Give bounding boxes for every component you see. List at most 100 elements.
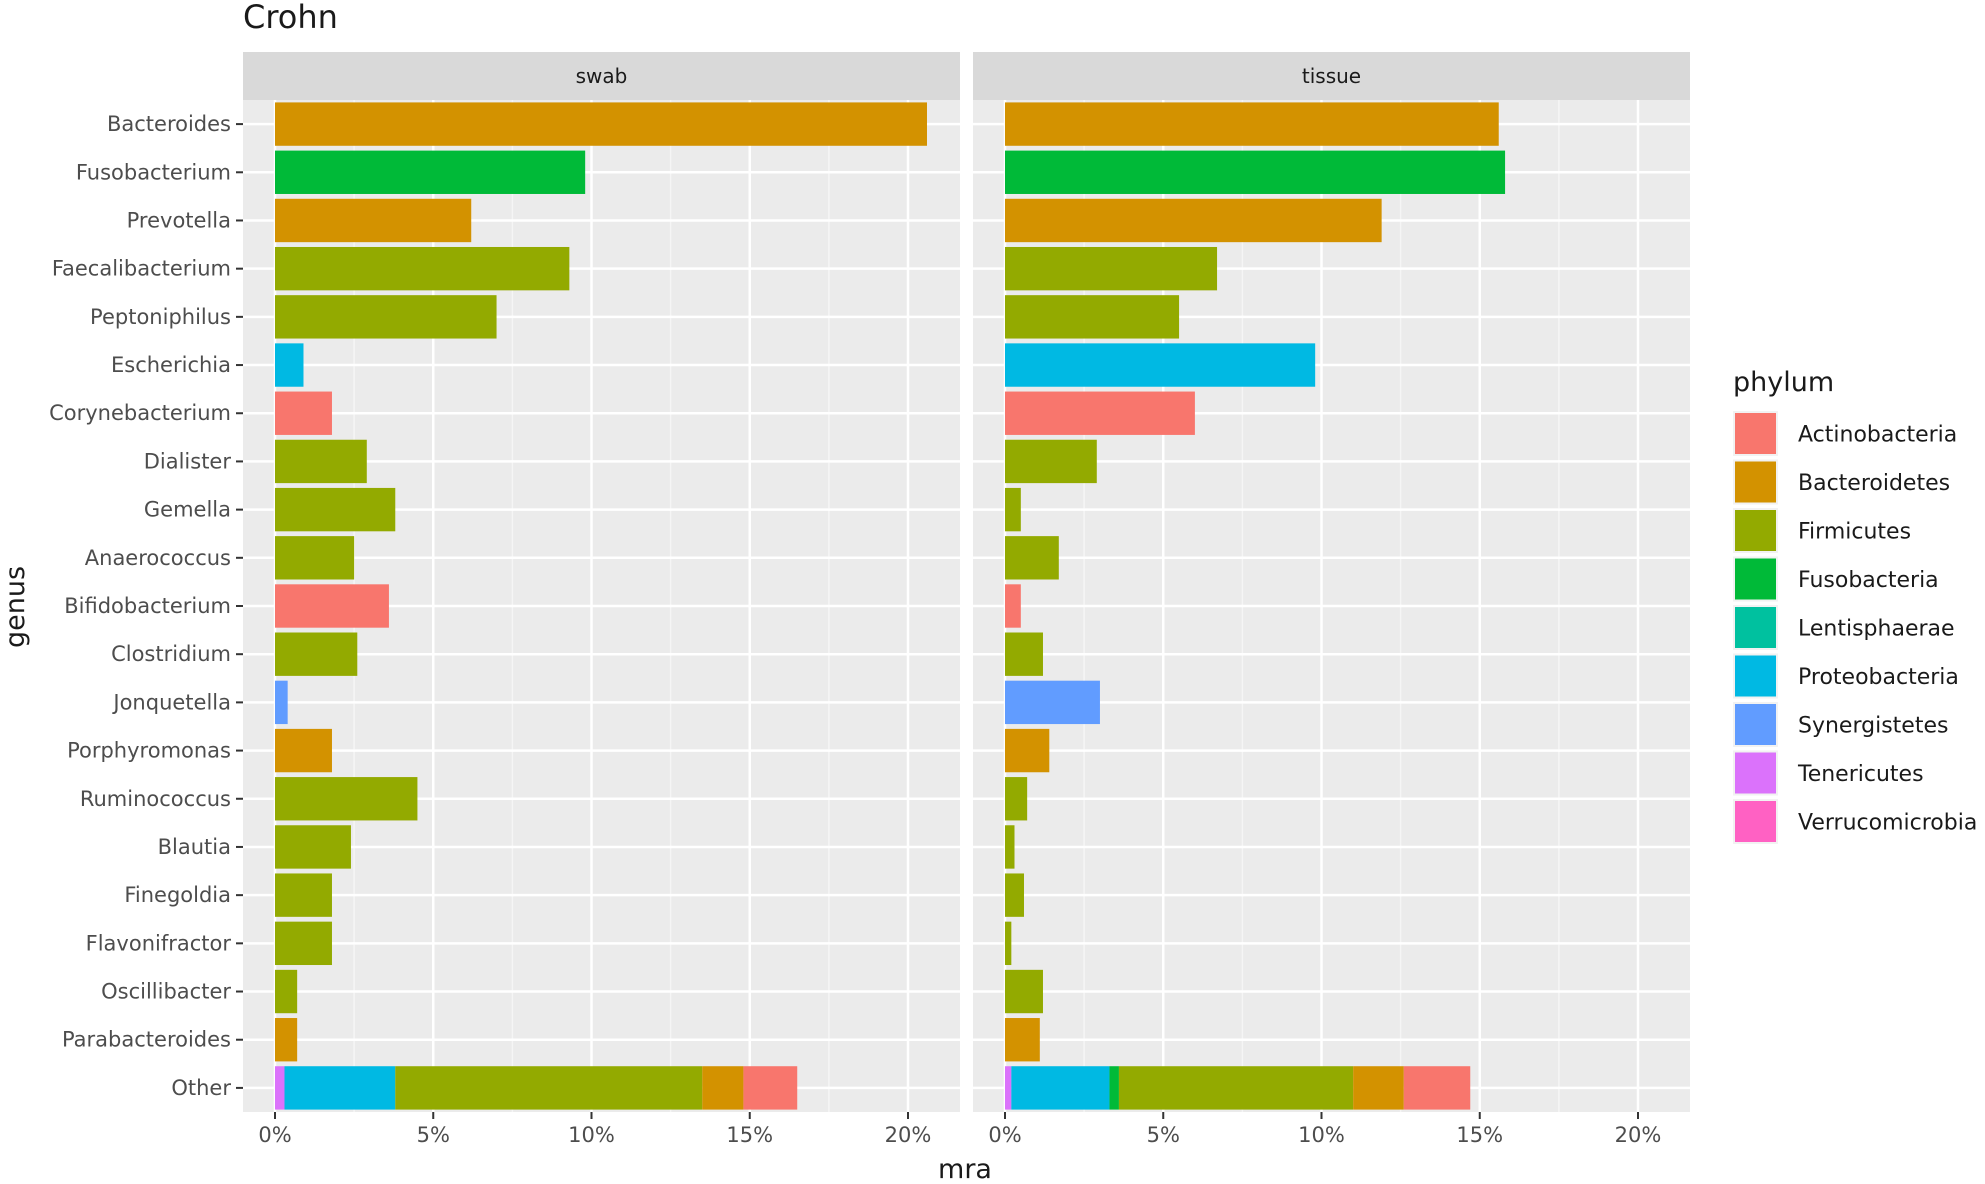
bar-swab-Peptoniphilus-Firmicutes (275, 295, 497, 339)
y-tick-label: Parabacteroides (62, 1028, 231, 1052)
bar-tissue-Other-Bacteroidetes (1353, 1066, 1404, 1110)
y-tick-label: Faecalibacterium (52, 257, 231, 281)
x-tick-label: 15% (726, 1123, 773, 1147)
y-tick-label: Escherichia (111, 353, 231, 377)
x-tick-label: 5% (417, 1123, 450, 1147)
legend-label-Synergistetes: Synergistetes (1798, 714, 1948, 739)
panel-tissue: tissue 0% 5% 10% 15% 20% (973, 52, 1690, 1147)
bar-swab-Clostridium-Firmicutes (275, 632, 358, 676)
panel-swab: swab 0% 5% 10% 15% 20% (243, 52, 960, 1147)
legend-swatch-Fusobacteria (1735, 558, 1776, 600)
legend-title: phylum (1733, 367, 1834, 398)
bar-swab-Porphyromonas-Bacteroidetes (275, 728, 332, 773)
bar-swab-Escherichia-Proteobacteria (275, 343, 304, 387)
y-tick-label: Bifidobacterium (64, 594, 231, 618)
bar-swab-Other-Proteobacteria (284, 1066, 396, 1110)
y-tick-label: Peptoniphilus (90, 305, 231, 329)
bar-swab-Anaerococcus-Firmicutes (275, 536, 355, 580)
x-tick-label: 0% (988, 1123, 1021, 1147)
facet-strip-swab (243, 52, 960, 100)
bar-swab-Fusobacterium-Fusobacteria (275, 150, 586, 194)
bar-swab-Dialister-Firmicutes (275, 439, 367, 484)
x-tick-label: 10% (1298, 1123, 1345, 1147)
bar-tissue-Finegoldia-Firmicutes (1005, 873, 1024, 917)
y-tick-label: Corynebacterium (49, 401, 231, 425)
bar-tissue-Porphyromonas-Bacteroidetes (1005, 728, 1050, 773)
bar-tissue-Corynebacterium-Actinobacteria (1005, 391, 1195, 435)
y-axis-title: genus (0, 566, 31, 648)
y-tick-label: Porphyromonas (67, 739, 231, 763)
bar-swab-Bifidobacterium-Actinobacteria (275, 584, 389, 628)
bar-swab-Parabacteroides-Bacteroidetes (275, 1018, 298, 1062)
y-tick-label: Other (171, 1076, 231, 1100)
x-tick-label: 20% (885, 1123, 932, 1147)
legend-label-Actinobacteria: Actinobacteria (1798, 423, 1957, 448)
legend-label-Firmicutes: Firmicutes (1798, 520, 1911, 545)
bar-swab-Faecalibacterium-Firmicutes (275, 246, 570, 291)
legend-swatch-Bacteroidetes (1735, 461, 1776, 503)
x-tick-label: 5% (1147, 1123, 1180, 1147)
bar-tissue-Anaerococcus-Firmicutes (1005, 536, 1059, 580)
y-tick-label: Prevotella (127, 208, 231, 232)
legend-swatch-Proteobacteria (1735, 655, 1776, 697)
bar-tissue-Bacteroides-Bacteroidetes (1005, 102, 1499, 146)
bar-swab-Other-Firmicutes (395, 1066, 703, 1110)
legend-swatch-Firmicutes (1735, 510, 1776, 551)
bar-tissue-Dialister-Firmicutes (1005, 439, 1097, 484)
bar-tissue-Flavonifractor-Firmicutes (1005, 921, 1012, 966)
chart-panels: swab 0% 5% 10% 15% 20% tissue 0% 5% 10% 15% 20% (243, 52, 1690, 1147)
bar-swab-Finegoldia-Firmicutes (275, 873, 332, 917)
x-tick-label: 0% (258, 1123, 291, 1147)
bar-tissue-Blautia-Firmicutes (1005, 825, 1015, 869)
bar-swab-Flavonifractor-Firmicutes (275, 921, 332, 966)
bar-tissue-Other-Actinobacteria (1403, 1066, 1471, 1110)
bar-swab-Other-Tenericutes (275, 1066, 285, 1110)
legend-label-Verrucomicrobia: Verrucomicrobia (1798, 811, 1977, 836)
bar-tissue-Other-Tenericutes (1005, 1066, 1012, 1110)
bar-swab-Corynebacterium-Actinobacteria (275, 391, 332, 435)
y-tick-label: Fusobacterium (76, 160, 231, 184)
bar-swab-Ruminococcus-Firmicutes (275, 777, 418, 821)
bar-tissue-Gemella-Firmicutes (1005, 487, 1021, 532)
bar-tissue-Other-Firmicutes (1118, 1066, 1354, 1110)
y-tick-label: Flavonifractor (86, 931, 232, 955)
bar-tissue-Clostridium-Firmicutes (1005, 632, 1043, 676)
legend-swatch-Tenericutes (1735, 752, 1776, 794)
y-axis: Bacteroides Fusobacterium Prevotella Faecal… (49, 112, 243, 1100)
legend-swatch-Lentisphaerae (1735, 607, 1776, 648)
legend-swatch-Synergistetes (1735, 704, 1776, 745)
y-tick-label: Jonquetella (111, 690, 231, 714)
bar-tissue-Bifidobacterium-Actinobacteria (1005, 584, 1021, 628)
legend-swatch-Verrucomicrobia (1735, 801, 1776, 842)
y-tick-label: Clostridium (111, 642, 231, 666)
legend-label-Bacteroidetes: Bacteroidetes (1798, 471, 1950, 496)
legend-label-Proteobacteria: Proteobacteria (1798, 665, 1959, 690)
y-tick-label: Ruminococcus (80, 787, 231, 811)
bar-swab-Jonquetella-Synergistetes (275, 680, 288, 725)
bar-tissue-Fusobacterium-Fusobacteria (1005, 150, 1506, 194)
bar-tissue-Faecalibacterium-Firmicutes (1005, 246, 1218, 291)
y-tick-label: Blautia (158, 835, 231, 859)
legend-swatch-Actinobacteria (1735, 413, 1776, 454)
legend-label-Fusobacteria: Fusobacteria (1798, 568, 1939, 593)
bar-swab-Oscillibacter-Firmicutes (275, 969, 298, 1014)
bar-swab-Gemella-Firmicutes (275, 487, 396, 532)
x-tick-label: 10% (568, 1123, 615, 1147)
facet-label-tissue: tissue (1302, 64, 1361, 88)
bar-tissue-Prevotella-Bacteroidetes (1005, 198, 1382, 243)
x-tick-label: 20% (1615, 1123, 1662, 1147)
x-tick-label: 15% (1456, 1123, 1503, 1147)
x-axis-title: mra (938, 1154, 992, 1184)
bar-swab-Bacteroides-Bacteroidetes (275, 102, 927, 146)
bar-swab-Other-Bacteroidetes (702, 1066, 744, 1110)
legend-label-Tenericutes: Tenericutes (1797, 762, 1924, 787)
bar-tissue-Other-Proteobacteria (1011, 1066, 1110, 1110)
facet-strip-tissue (973, 52, 1690, 100)
bar-swab-Other-Actinobacteria (743, 1066, 798, 1110)
bar-tissue-Escherichia-Proteobacteria (1005, 343, 1316, 387)
bar-tissue-Other-Fusobacteria (1109, 1066, 1119, 1110)
y-tick-label: Anaerococcus (85, 546, 231, 570)
legend-label-Lentisphaerae: Lentisphaerae (1798, 617, 1955, 642)
legend: phylum Actinobacteria Bacteroidetes Firmic… (1733, 367, 1977, 844)
